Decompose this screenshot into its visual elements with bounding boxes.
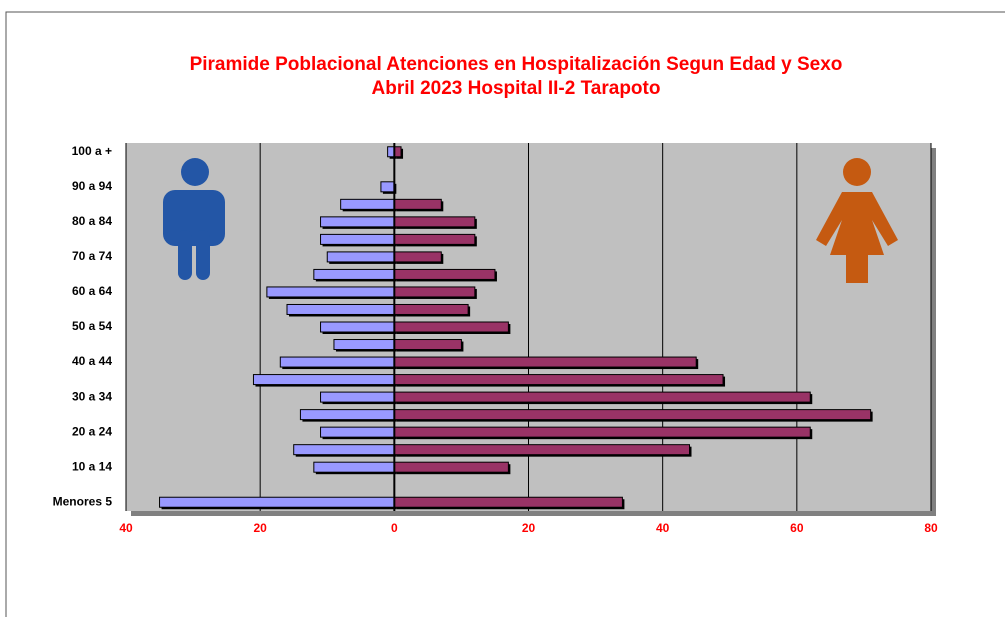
bar (279, 356, 395, 368)
male-icon (163, 158, 225, 280)
bar (393, 444, 690, 456)
bar (159, 496, 395, 508)
y-tick-label: 30 a 34 (72, 389, 112, 403)
y-tick-label: Menores 5 (53, 494, 113, 508)
chart-title: Abril 2023 Hospital II-2 Tarapoto (372, 78, 661, 99)
bar (393, 426, 811, 438)
x-tick-label: 40 (656, 521, 670, 535)
x-tick-label: 80 (924, 521, 938, 535)
bar (320, 321, 395, 333)
bar (393, 391, 811, 403)
x-tick-label: 20 (522, 521, 536, 535)
bar (393, 303, 469, 315)
bar (393, 461, 509, 473)
bar (393, 268, 496, 280)
y-tick-label: 50 a 54 (72, 319, 112, 333)
x-tick-label: 60 (790, 521, 804, 535)
y-tick-label: 40 a 44 (72, 354, 112, 368)
bar (286, 303, 395, 315)
bar (293, 444, 395, 456)
chart-title: Piramide Poblacional Atenciones en Hospi… (190, 54, 843, 75)
frame (5, 11, 1005, 617)
bar (393, 496, 623, 508)
bar (393, 374, 724, 386)
y-tick-label: 20 a 24 (72, 424, 112, 438)
bar (266, 286, 395, 298)
bar (320, 391, 395, 403)
bar (333, 339, 395, 351)
x-tick-label: 20 (253, 521, 267, 535)
bar (380, 181, 395, 193)
bar (393, 286, 476, 298)
x-tick-label: 0 (391, 521, 398, 535)
y-tick-label: 60 a 64 (72, 284, 112, 298)
y-tick-label: 80 a 84 (72, 214, 112, 228)
bar (320, 426, 395, 438)
bar (393, 356, 697, 368)
bar (326, 251, 395, 263)
y-tick-label: 90 a 94 (72, 179, 112, 193)
bar (313, 461, 395, 473)
bar (393, 339, 462, 351)
bar (320, 216, 395, 228)
bar (393, 409, 872, 421)
y-tick-label: 10 a 14 (72, 459, 112, 473)
bar (393, 251, 442, 263)
female-icon (816, 158, 898, 283)
bar (320, 233, 395, 245)
bar (393, 321, 509, 333)
bar (299, 409, 395, 421)
bar (252, 374, 395, 386)
bar (340, 198, 395, 210)
y-tick-label: 70 a 74 (72, 249, 112, 263)
bar (393, 146, 402, 158)
bar (393, 233, 476, 245)
bar (313, 268, 395, 280)
y-tick-label: 100 a + (72, 144, 112, 158)
bar (393, 198, 442, 210)
x-tick-label: 40 (119, 521, 133, 535)
bar (387, 146, 395, 158)
bar (393, 216, 476, 228)
